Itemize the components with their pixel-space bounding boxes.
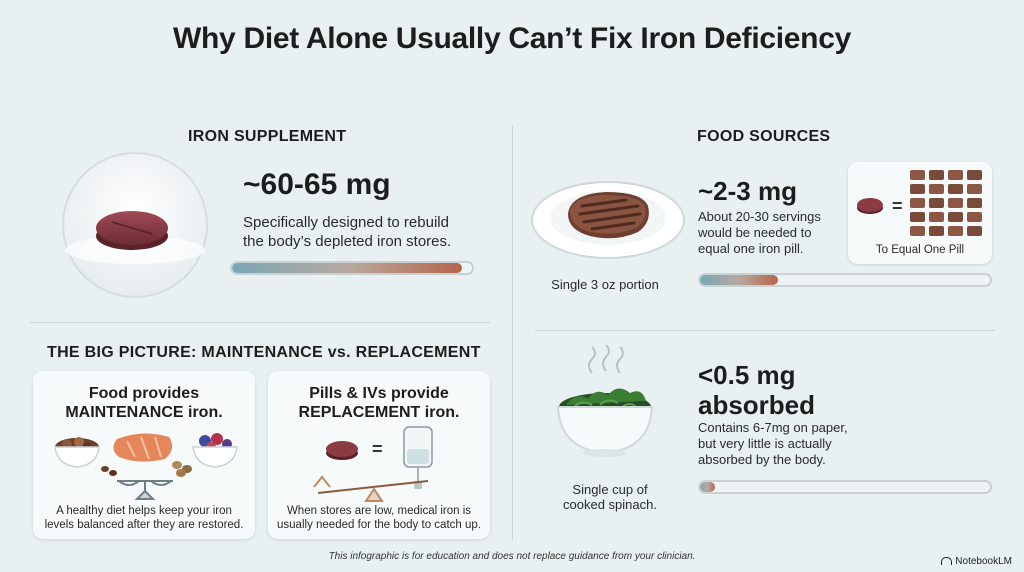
supplement-bar bbox=[230, 261, 474, 275]
steak-bar-fill bbox=[700, 275, 779, 285]
steak-serving-icon bbox=[929, 184, 944, 194]
page-title: Why Diet Alone Usually Can’t Fix Iron De… bbox=[173, 22, 851, 55]
steak-serving-icon bbox=[910, 212, 925, 222]
left-horizontal-divider bbox=[30, 322, 490, 323]
pill-card-title: Pills & IVs provide REPLACEMENT iron. bbox=[298, 385, 460, 421]
comparison-label: To Equal One Pill bbox=[875, 244, 965, 256]
svg-text:=: = bbox=[892, 196, 903, 216]
steak-serving-icon bbox=[948, 170, 963, 180]
food-card-description: A healthy diet helps keep your iron leve… bbox=[44, 505, 244, 531]
steak-serving-icon bbox=[967, 184, 982, 194]
supplement-bar-fill bbox=[232, 263, 463, 273]
notebooklm-logo-icon bbox=[941, 557, 953, 566]
pill-equals-servings-graphic: = bbox=[857, 170, 982, 236]
steak-serving-icon bbox=[910, 170, 925, 180]
steak-serving-icon bbox=[929, 226, 944, 236]
steak-servings-grid bbox=[910, 170, 982, 236]
food-card-title: Food provides MAINTENANCE iron. bbox=[65, 385, 223, 421]
iron-pill-icon bbox=[96, 211, 168, 250]
brand-label: NotebookLM bbox=[941, 556, 1012, 567]
spinach-description: Contains 6-7mg on paper, but very little… bbox=[698, 420, 848, 467]
steak-serving-icon bbox=[967, 226, 982, 236]
steak-amount: ~2-3 mg bbox=[698, 176, 797, 206]
steak-description: About 20-30 servings would be needed to … bbox=[698, 209, 821, 256]
small-pill-icon bbox=[857, 198, 883, 214]
steak-serving-icon bbox=[948, 198, 963, 208]
supplement-description: Specifically designed to rebuild the bod… bbox=[243, 214, 452, 250]
steak-bar bbox=[698, 273, 992, 287]
vertical-divider bbox=[512, 125, 513, 540]
salmon-icon bbox=[113, 433, 173, 462]
pill-plate-illustration bbox=[62, 152, 208, 298]
balance-scale-icon bbox=[117, 480, 173, 500]
steak-serving-icon bbox=[967, 198, 982, 208]
food-sources-heading: FOOD SOURCES bbox=[697, 128, 831, 145]
steak-serving-icon bbox=[910, 184, 925, 194]
steak-serving-icon bbox=[948, 184, 963, 194]
steak-serving-icon bbox=[910, 198, 925, 208]
steak-serving-icon bbox=[929, 212, 944, 222]
steak-serving-icon bbox=[948, 226, 963, 236]
spinach-bar-fill bbox=[700, 482, 715, 492]
spinach-amount: <0.5 mg absorbed bbox=[698, 360, 816, 420]
iv-bag-icon bbox=[403, 426, 433, 489]
red-pill-icon bbox=[326, 441, 358, 460]
steak-serving-icon bbox=[967, 170, 982, 180]
pill-comparison-card: = To Equal One Pill bbox=[848, 162, 992, 264]
berries-bowl-icon bbox=[192, 433, 238, 468]
right-horizontal-divider bbox=[535, 330, 995, 331]
steak-serving-icon bbox=[929, 198, 944, 208]
disclaimer-footer: This infographic is for education and do… bbox=[328, 551, 696, 562]
spinach-caption: Single cup of cooked spinach. bbox=[563, 482, 657, 512]
spinach-bar bbox=[698, 480, 992, 494]
svg-text:=: = bbox=[372, 439, 383, 459]
steak-serving-icon bbox=[929, 170, 944, 180]
beans-icon bbox=[101, 461, 192, 477]
steam-icon bbox=[588, 345, 624, 374]
tilted-scale-icon bbox=[313, 475, 429, 502]
spinach-bowl-illustration bbox=[556, 345, 654, 457]
steak-serving-icon bbox=[910, 226, 925, 236]
steak-serving-icon bbox=[948, 212, 963, 222]
pill-replacement-card: Pills & IVs provide REPLACEMENT iron. = … bbox=[268, 371, 490, 539]
steak-serving-icon bbox=[967, 212, 982, 222]
steak-caption: Single 3 oz portion bbox=[551, 277, 659, 292]
food-maintenance-card: Food provides MAINTENANCE iron. bbox=[33, 371, 255, 539]
supplement-amount: ~60-65 mg bbox=[243, 168, 391, 201]
big-picture-heading: THE BIG PICTURE: MAINTENANCE vs. REPLACE… bbox=[47, 344, 481, 361]
nuts-bowl-icon bbox=[54, 437, 100, 468]
steak-icon bbox=[568, 192, 649, 239]
supplement-heading: IRON SUPPLEMENT bbox=[188, 128, 347, 145]
food-balance-illustration bbox=[54, 433, 238, 500]
pill-iv-balance-illustration: = bbox=[313, 426, 433, 502]
pill-card-description: When stores are low, medical iron is usu… bbox=[277, 505, 481, 531]
steak-plate-illustration bbox=[531, 181, 685, 259]
